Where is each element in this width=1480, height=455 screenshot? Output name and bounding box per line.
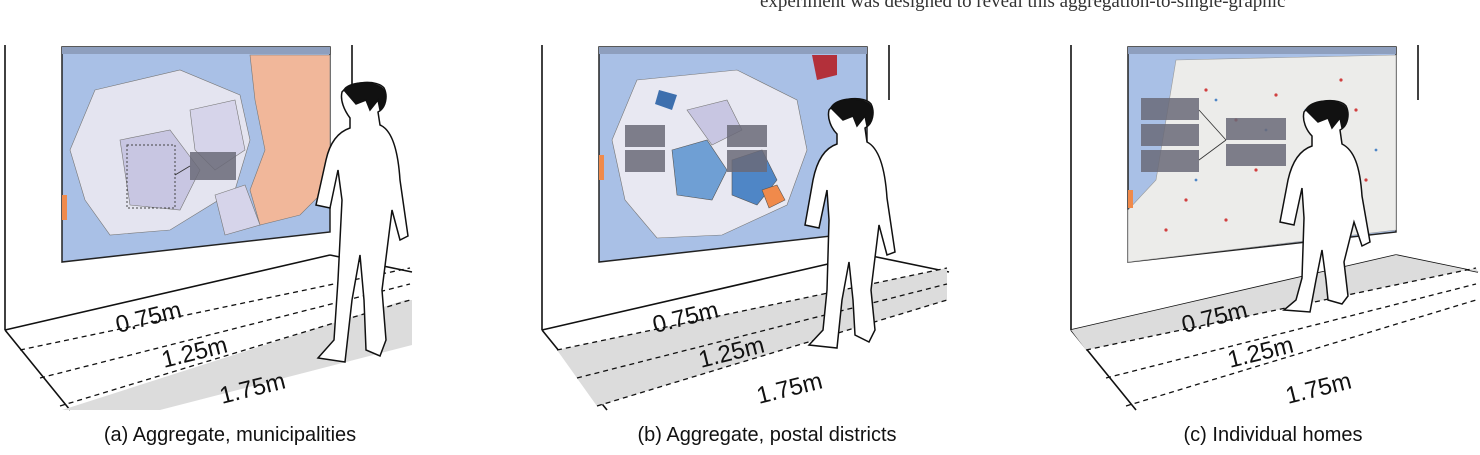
- wall-map: [61, 46, 331, 263]
- panel-a: 0.75m 1.25m 1.75m (a) Aggregate, municip…: [0, 0, 460, 455]
- distance-label-1-25m: 1.25m: [1225, 331, 1296, 373]
- person-figure: [1279, 99, 1371, 313]
- distance-label-1-75m: 1.75m: [1283, 367, 1354, 409]
- wall-map: [598, 46, 868, 263]
- panel-caption: (c) Individual homes: [1183, 424, 1363, 446]
- panel-caption: (b) Aggregate, postal districts: [637, 424, 897, 446]
- panel-b-illustration: 0.75m 1.25m 1.75m: [541, 45, 950, 411]
- panel-caption: (a) Aggregate, municipalities: [103, 424, 357, 446]
- person-figure: [315, 81, 409, 363]
- panel-a-illustration: 0.75m 1.25m 1.75m: [4, 45, 413, 411]
- shaded-zone: [1071, 255, 1478, 350]
- panel-b: 0.75m 1.25m 1.75m (b) Aggregate, postal …: [537, 0, 997, 455]
- person-figure: [804, 97, 896, 349]
- panel-c-illustration: 0.75m 1.25m 1.75m: [1070, 45, 1479, 411]
- distance-label-1-75m: 1.75m: [754, 367, 825, 409]
- running-text: experiment was designed to reveal this a…: [760, 0, 1286, 12]
- panel-c: 0.75m 1.25m 1.75m (c) Individual homes: [1066, 0, 1480, 455]
- shaded-zone: [62, 300, 412, 410]
